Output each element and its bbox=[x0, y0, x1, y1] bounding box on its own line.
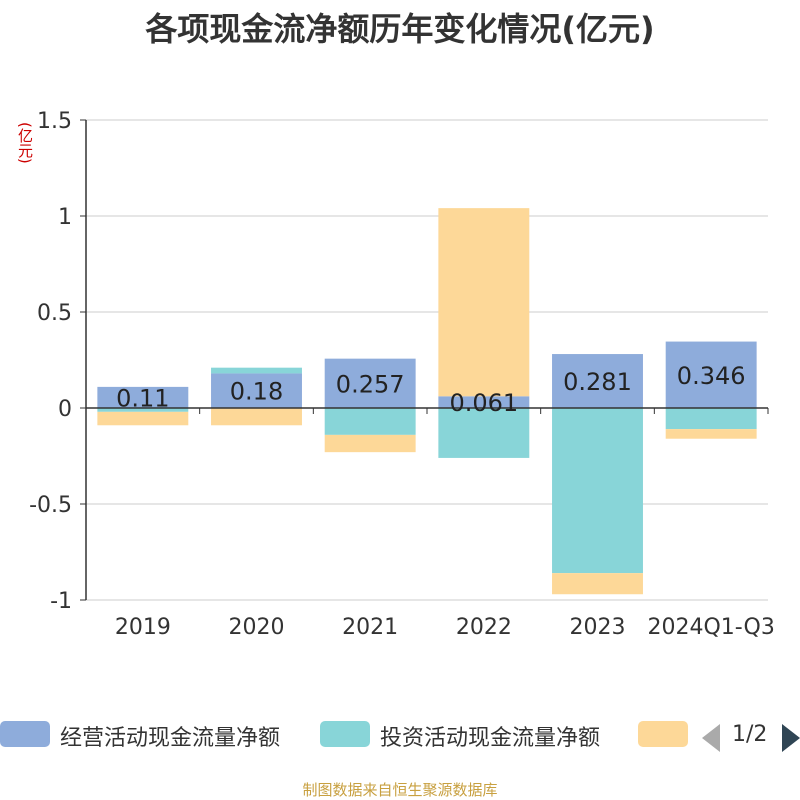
legend-swatch-investing bbox=[320, 721, 370, 747]
bar-investing-3 bbox=[438, 408, 530, 458]
y-tick-label: 1 bbox=[58, 205, 72, 230]
y-tick-label: -0.5 bbox=[29, 493, 72, 518]
bar-third-0 bbox=[97, 411, 189, 426]
legend-item-investing[interactable]: 投资活动现金流量净额 bbox=[320, 718, 630, 751]
bar-third-3 bbox=[438, 208, 530, 397]
bar-investing-1 bbox=[211, 367, 302, 374]
data-label-operating-2: 0.257 bbox=[336, 370, 405, 398]
legend-swatch-third-series bbox=[638, 721, 688, 747]
bar-third-4 bbox=[552, 573, 643, 595]
bar-chart: -1 -0.5 0 0.5 1 1.5 0.11 0.18 0.257 0.061 0.281 0.3… bbox=[29, 109, 775, 640]
bar-operating-1 bbox=[211, 373, 302, 408]
bar-third-2 bbox=[324, 434, 416, 453]
bar-investing-2 bbox=[324, 408, 416, 435]
chart-title: 各项现金流净额历年变化情况(亿元) bbox=[145, 10, 655, 48]
bar-operating-4 bbox=[552, 354, 643, 408]
legend-label-operating: 经营活动现金流量净额 bbox=[60, 726, 281, 751]
data-label-operating-4: 0.281 bbox=[563, 368, 632, 396]
bar-investing-4 bbox=[552, 408, 643, 574]
y-tick-label: -1 bbox=[50, 589, 72, 614]
bar-investing-0 bbox=[97, 408, 189, 412]
legend: 经营活动现金流量净额 投资活动现金流量净额 1/2 bbox=[0, 712, 800, 756]
source-note: 制图数据来自恒生聚源数据库 bbox=[302, 781, 498, 799]
legend-page-indicator: 1/2 bbox=[732, 722, 768, 747]
legend-swatch-operating bbox=[0, 721, 50, 747]
legend-pager: 1/2 bbox=[700, 718, 800, 752]
x-tick-label: 2024Q1-Q3 bbox=[647, 615, 774, 640]
y-axis-unit-label: (亿元) bbox=[16, 122, 34, 164]
data-label-operating-5: 0.346 bbox=[677, 362, 746, 390]
legend-label-investing: 投资活动现金流量净额 bbox=[380, 726, 601, 751]
y-tick-label: 0.5 bbox=[37, 301, 72, 326]
data-label-operating-0: 0.11 bbox=[116, 384, 169, 412]
bar-operating-3 bbox=[438, 396, 530, 408]
bar-third-5 bbox=[665, 429, 757, 439]
bar-investing-5 bbox=[665, 408, 757, 430]
x-tick-label: 2023 bbox=[570, 615, 626, 640]
x-tick-label: 2022 bbox=[456, 615, 512, 640]
legend-item-third-series[interactable] bbox=[638, 718, 688, 748]
legend-next-arrow-icon[interactable] bbox=[782, 724, 800, 752]
data-label-operating-1: 0.18 bbox=[230, 378, 283, 406]
bar-third-1 bbox=[211, 408, 302, 426]
bar-operating-5 bbox=[665, 341, 757, 408]
y-tick-label: 0 bbox=[58, 397, 72, 422]
bar-operating-2 bbox=[324, 358, 416, 408]
bar-operating-0 bbox=[97, 386, 189, 408]
data-label-operating-3: 0.061 bbox=[449, 389, 518, 417]
legend-item-operating[interactable]: 经营活动现金流量净额 bbox=[0, 718, 300, 751]
x-tick-label: 2019 bbox=[115, 615, 171, 640]
x-tick-label: 2021 bbox=[342, 615, 398, 640]
legend-prev-arrow-icon[interactable] bbox=[702, 724, 720, 752]
x-tick-label: 2020 bbox=[229, 615, 285, 640]
y-tick-label: 1.5 bbox=[37, 109, 72, 134]
